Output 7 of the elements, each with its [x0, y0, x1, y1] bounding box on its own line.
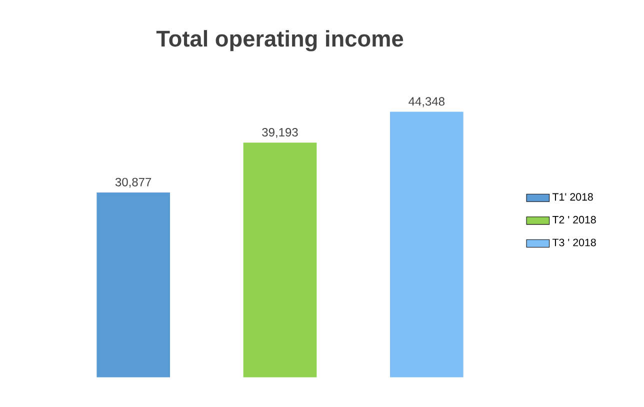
chart-title: Total operating income [156, 30, 404, 52]
legend-label: T3 ' 2018 [552, 238, 596, 246]
legend-label: T2 ' 2018 [552, 216, 596, 224]
legend-label: T1' 2018 [552, 193, 593, 201]
data-label: 39,193 [262, 128, 298, 138]
data-label: 44,348 [408, 97, 444, 108]
data-label: 30,877 [115, 178, 152, 188]
